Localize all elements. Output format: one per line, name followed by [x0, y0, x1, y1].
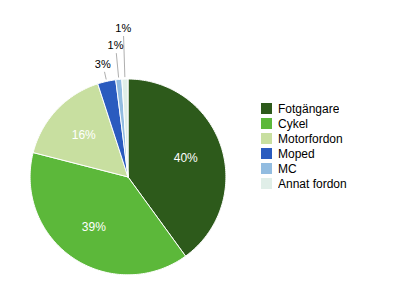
svg-text:16%: 16%	[72, 128, 96, 142]
svg-text:39%: 39%	[82, 220, 106, 234]
html-text:MC: MC	[278, 161, 297, 176]
svg-text:1%: 1%	[108, 39, 124, 51]
html-text:Motorfordon: Motorfordon	[278, 131, 343, 146]
html-text:Moped: Moped	[278, 146, 315, 161]
html-text:Annat fordon: Annat fordon	[278, 176, 347, 191]
svg-text:1%: 1%	[115, 22, 131, 34]
svg-text:40%: 40%	[174, 151, 198, 165]
html-text:Cykel: Cykel	[278, 116, 308, 131]
html-text:Fotgängare: Fotgängare	[278, 101, 340, 116]
svg-text:3%: 3%	[95, 58, 111, 70]
